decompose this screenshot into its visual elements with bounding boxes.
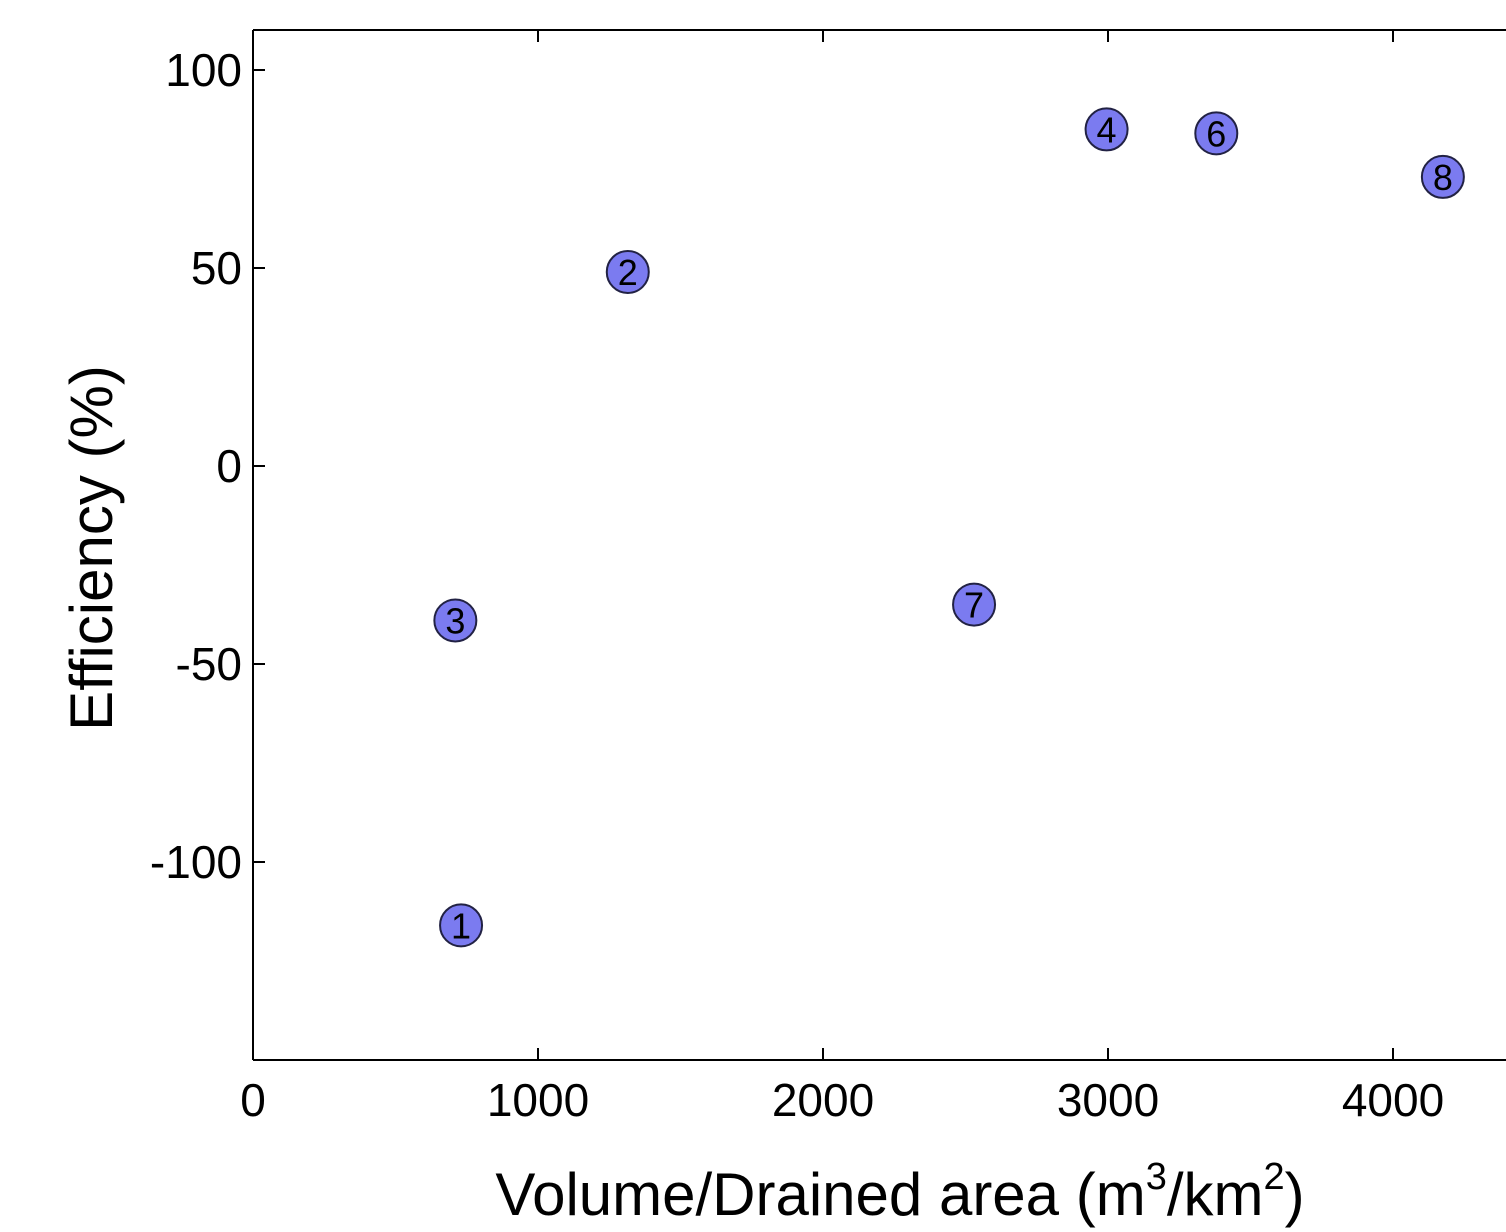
x-axis-label-end: ) [1285, 1161, 1305, 1228]
plot-area [253, 30, 1506, 1060]
data-point-label-4: 4 [1097, 109, 1117, 150]
ticks-layer: 0 1000 2000 3000 4000 100 50 0 -50 -100 [150, 30, 1444, 1126]
y-tick-label--50: -50 [176, 638, 242, 690]
y-axis-label: Efficiency (%) [58, 365, 125, 731]
x-axis-label-main: Volume/Drained area (m [495, 1161, 1145, 1228]
y-tick-label-50: 50 [191, 242, 242, 294]
data-point-label-1: 1 [451, 905, 471, 946]
y-tick-label-0: 0 [216, 440, 242, 492]
x-axis-label-sup1: 3 [1146, 1156, 1167, 1198]
x-tick-label-2000: 2000 [772, 1074, 874, 1126]
data-point-label-6: 6 [1206, 113, 1226, 154]
data-point-1 [439, 903, 484, 948]
data-point-label-8: 8 [1433, 157, 1453, 198]
x-axis-label: Volume/Drained area (m3/km2) [495, 1156, 1304, 1228]
data-point-3 [433, 598, 478, 643]
x-tick-label-4000: 4000 [1342, 1074, 1444, 1126]
data-point-label-3: 3 [445, 600, 465, 641]
x-tick-label-1000: 1000 [487, 1074, 589, 1126]
y-tick-label-100: 100 [165, 44, 242, 96]
data-point-label-2: 2 [618, 252, 638, 293]
data-point-8 [1420, 154, 1465, 199]
points-layer: 1 2 3 4 6 7 8 [433, 107, 1465, 948]
data-point-7 [952, 582, 997, 627]
data-point-4 [1084, 107, 1129, 152]
x-tick-label-0: 0 [240, 1074, 266, 1126]
data-point-6 [1194, 111, 1239, 156]
x-axis-label-sup2: 2 [1263, 1156, 1284, 1198]
x-axis-label-mid: /km [1167, 1161, 1264, 1228]
x-tick-label-3000: 3000 [1057, 1074, 1159, 1126]
data-point-label-7: 7 [964, 585, 984, 626]
data-point-2 [605, 249, 650, 294]
y-tick-label--100: -100 [150, 836, 242, 888]
